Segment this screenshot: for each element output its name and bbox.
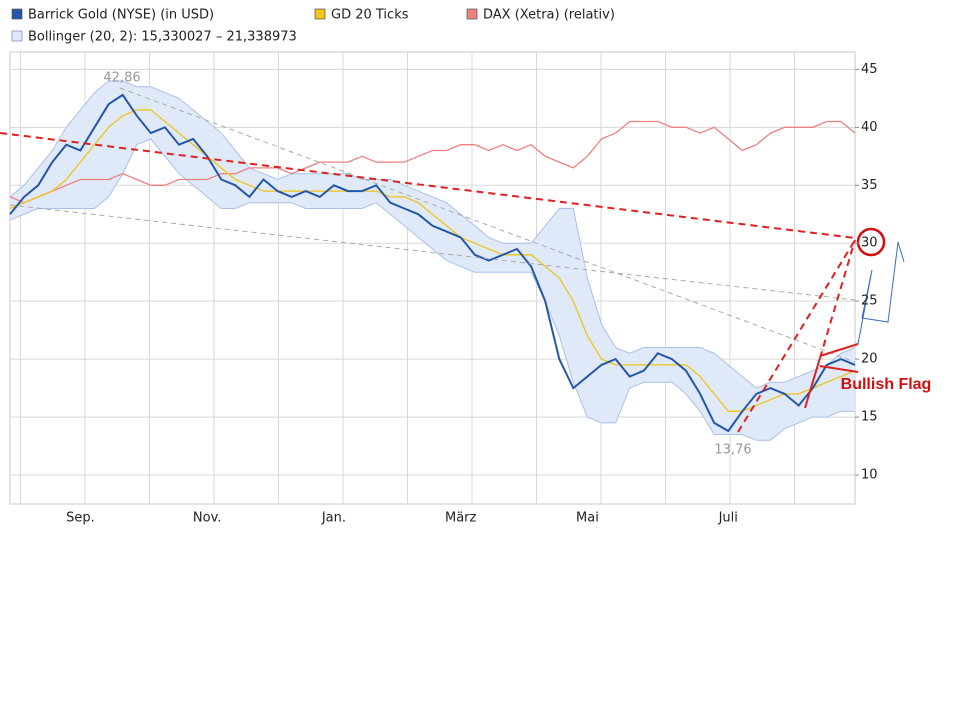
bollinger-upper xyxy=(9,80,856,389)
legend-label: Barrick Gold (NYSE) (in USD) xyxy=(28,8,214,23)
legend-swatch xyxy=(11,8,23,20)
x-tick-label: März xyxy=(445,511,477,526)
trend-lines xyxy=(0,87,905,433)
y-tick-label: 20 xyxy=(861,352,878,367)
bollinger-lower xyxy=(9,138,855,441)
bollinger-band xyxy=(10,80,855,441)
projection-arrow xyxy=(857,241,905,345)
y-tick-label: 35 xyxy=(861,178,878,193)
y-tick-label: 10 xyxy=(861,468,878,483)
x-tick-label: Jan. xyxy=(321,511,346,526)
legend: Barrick Gold (NYSE) (in USD) GD 20 Ticks D… xyxy=(11,8,615,45)
x-tick-label: Nov. xyxy=(193,511,222,526)
annotation: 42,86 xyxy=(103,71,140,86)
y-tick-label: 30 xyxy=(861,236,878,251)
x-tick-label: Mai xyxy=(576,511,599,526)
x-tick-label: Sep. xyxy=(66,511,95,526)
annotation: 13,76 xyxy=(714,443,751,458)
series-line xyxy=(9,93,856,433)
legend-swatch xyxy=(314,8,326,20)
x-tick-label: Juli xyxy=(718,511,738,526)
legend-label: GD 20 Ticks xyxy=(331,8,409,23)
annotation: Bullish Flag xyxy=(841,376,932,393)
flag-pole xyxy=(804,357,821,409)
series-line xyxy=(9,120,856,204)
legend-swatch xyxy=(466,8,478,20)
trend-line xyxy=(819,239,856,359)
y-tick-label: 15 xyxy=(861,410,878,425)
trend-line xyxy=(119,87,856,363)
target-circle xyxy=(856,227,886,257)
y-tick-label: 45 xyxy=(861,62,878,77)
trend-line xyxy=(9,204,856,301)
y-tick-label: 25 xyxy=(861,294,878,309)
legend-label: Bollinger (20, 2): 15,330027 – 21,338973 xyxy=(28,30,297,45)
legend-label: DAX (Xetra) (relativ) xyxy=(483,8,615,23)
flag-line xyxy=(819,343,859,357)
legend-swatch xyxy=(11,30,23,42)
flag-line xyxy=(819,365,859,373)
series-line xyxy=(9,109,856,412)
y-tick-label: 40 xyxy=(861,120,878,135)
trend-line xyxy=(737,239,856,433)
